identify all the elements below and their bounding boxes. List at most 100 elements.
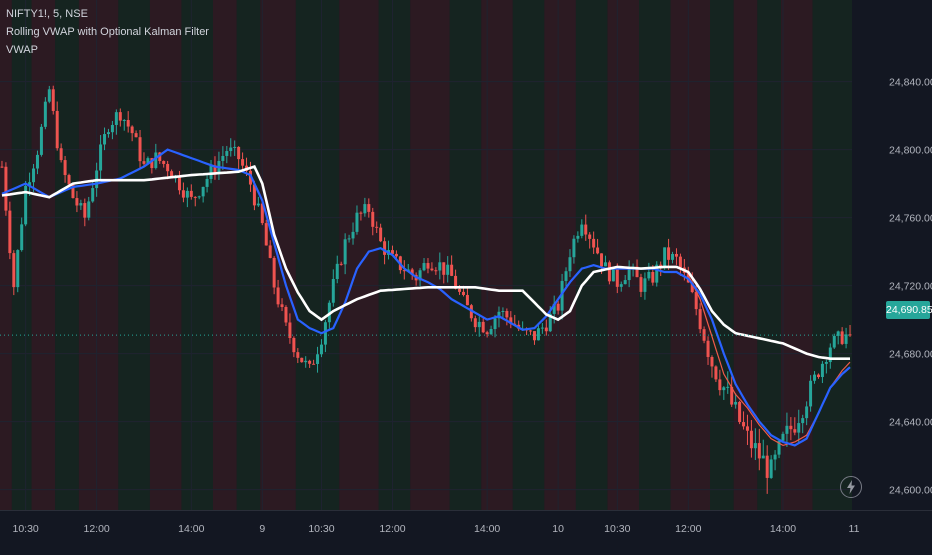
- candle: [367, 198, 371, 218]
- candle-body: [16, 250, 20, 288]
- candle-body: [118, 112, 122, 121]
- candle: [678, 253, 682, 276]
- candle: [805, 401, 809, 426]
- candle: [213, 156, 217, 180]
- candle: [59, 143, 63, 163]
- candle-body: [323, 322, 327, 345]
- candle: [730, 376, 734, 407]
- candle-body: [556, 303, 560, 311]
- candle-body: [181, 190, 185, 198]
- candle-body: [130, 126, 134, 134]
- candle-body: [390, 250, 394, 254]
- candle-body: [241, 159, 245, 166]
- candle-body: [671, 253, 675, 260]
- candle: [765, 445, 769, 494]
- time-tick-label: 14:00: [178, 523, 204, 535]
- candle-body: [363, 204, 367, 214]
- candle-body: [611, 269, 615, 282]
- chart-legend: NIFTY1!, 5, NSE Rolling VWAP with Option…: [6, 5, 209, 59]
- price-tick-label: 24,720.00: [889, 281, 932, 293]
- session-band: [410, 0, 450, 510]
- session-band: [512, 0, 545, 510]
- alert-button[interactable]: [840, 476, 862, 498]
- symbol-label[interactable]: NIFTY1!, 5, NSE: [6, 8, 88, 20]
- candle-body: [813, 374, 817, 381]
- candle: [588, 232, 592, 249]
- time-axis-bg: [0, 510, 852, 550]
- candle-body: [383, 241, 387, 255]
- candle-body: [55, 110, 59, 149]
- candle-body: [260, 203, 264, 224]
- candle: [564, 267, 568, 290]
- candle: [237, 146, 241, 170]
- price-tick-label: 24,760.00: [889, 213, 932, 225]
- session-band: [181, 0, 213, 510]
- candle-body: [0, 166, 4, 168]
- candle-body: [142, 161, 146, 164]
- candle: [592, 231, 596, 254]
- candle-body: [296, 352, 300, 358]
- candle-body: [197, 196, 201, 198]
- candle: [734, 393, 738, 409]
- session-band: [78, 0, 119, 510]
- session-band: [118, 0, 150, 510]
- candle-body: [607, 262, 611, 282]
- candle-body: [122, 120, 126, 122]
- candle: [363, 197, 367, 217]
- candle: [450, 255, 454, 277]
- candle: [773, 450, 777, 471]
- candle-body: [35, 154, 39, 169]
- candle: [465, 287, 469, 306]
- candle: [738, 400, 742, 425]
- candle: [110, 120, 114, 140]
- candle-body: [623, 280, 627, 285]
- candle-body: [248, 170, 252, 185]
- candle-body: [24, 185, 28, 225]
- candle: [536, 324, 540, 341]
- candle-body: [189, 190, 193, 197]
- candle: [39, 123, 43, 157]
- candle: [556, 300, 560, 315]
- candle-body: [655, 264, 659, 283]
- candle: [201, 186, 205, 203]
- candle-body: [83, 203, 87, 218]
- candle: [79, 199, 83, 210]
- candle: [824, 359, 828, 374]
- candle: [505, 308, 509, 326]
- price-tick-label: 24,680.00: [889, 349, 932, 361]
- candle-body: [343, 239, 347, 265]
- session-band: [236, 0, 261, 510]
- candle: [35, 150, 39, 175]
- candle-body: [809, 380, 813, 407]
- candle-body: [292, 338, 296, 353]
- candle-body: [221, 155, 225, 161]
- candle-body: [465, 294, 469, 306]
- candle: [24, 181, 28, 227]
- candle: [229, 138, 233, 157]
- candle: [51, 85, 55, 115]
- candle-body: [12, 253, 16, 288]
- candle-body: [367, 204, 371, 212]
- candle: [655, 261, 659, 287]
- candle-body: [8, 210, 12, 254]
- candle-body: [229, 147, 233, 152]
- candle: [118, 108, 122, 127]
- candle-body: [347, 238, 351, 240]
- price-tick-label: 24,600.00: [889, 485, 932, 497]
- vwap-label[interactable]: VWAP: [6, 44, 38, 56]
- candle: [103, 127, 107, 151]
- candle-body: [635, 266, 639, 278]
- candle: [749, 420, 753, 458]
- candle: [138, 129, 142, 169]
- candle: [126, 111, 130, 133]
- indicator-label[interactable]: Rolling VWAP with Optional Kalman Filter: [6, 26, 209, 38]
- candle: [288, 313, 292, 344]
- candle: [292, 336, 296, 358]
- time-tick-label: 12:00: [83, 523, 109, 535]
- candle-body: [627, 267, 631, 281]
- candle-body: [438, 262, 442, 271]
- candle-body: [134, 133, 138, 138]
- candle-body: [51, 89, 55, 111]
